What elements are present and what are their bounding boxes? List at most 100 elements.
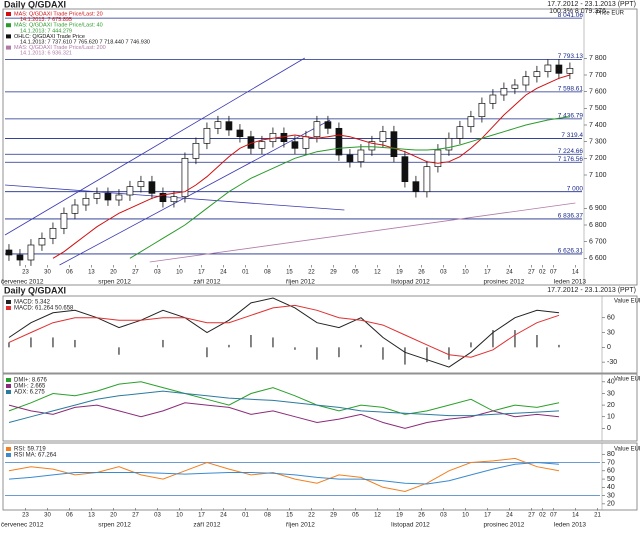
axis-label: Value EUR bbox=[614, 299, 640, 305]
level-label: 7 598.61 bbox=[558, 86, 584, 93]
y-tick-label: 7 100 bbox=[589, 172, 607, 179]
candle-body bbox=[38, 237, 46, 246]
axis-label: Value EUR bbox=[614, 447, 640, 453]
x-tick-label: 26 bbox=[418, 270, 425, 276]
x-tick-label: 24 bbox=[506, 270, 513, 276]
month-label: srpen 2012 bbox=[98, 279, 131, 286]
y-tick-label: 7 600 bbox=[589, 89, 607, 96]
x-tick-label: 27 bbox=[528, 270, 535, 276]
candle-body bbox=[93, 192, 101, 199]
x-tick-label: 22 bbox=[308, 513, 315, 519]
x-tick-label: 02 bbox=[539, 270, 546, 276]
x-tick-label: 10 bbox=[176, 513, 183, 519]
histogram-bar bbox=[52, 337, 54, 348]
y-tick-label: 70 bbox=[607, 459, 615, 466]
y-tick-label: 0 bbox=[607, 425, 611, 432]
x-tick-label: 30 bbox=[44, 513, 51, 519]
x-tick-label: 24 bbox=[220, 513, 227, 519]
series-line bbox=[8, 297, 560, 368]
y-tick-label: 30 bbox=[607, 492, 615, 499]
month-label: prosinec 2012 bbox=[484, 522, 525, 529]
month-label: září 2012 bbox=[193, 279, 220, 286]
candle-body bbox=[423, 166, 431, 193]
candle-body bbox=[16, 254, 24, 261]
histogram-bar bbox=[558, 344, 560, 348]
x-tick-label: 20 bbox=[110, 270, 117, 276]
candle-body bbox=[181, 157, 189, 198]
month-label: leden 2013 bbox=[554, 522, 587, 529]
histogram-bar bbox=[272, 337, 274, 348]
x-tick-label: 03 bbox=[440, 270, 447, 276]
x-tick-label: 15 bbox=[286, 513, 293, 519]
legend-entry: DMI+: 8.676 bbox=[14, 378, 48, 384]
y-tick-label: 0 bbox=[607, 344, 611, 351]
level-label: 7 319.4 bbox=[561, 132, 583, 139]
histogram-bar bbox=[206, 347, 208, 358]
series-line bbox=[52, 74, 571, 259]
y-tick-label: 6 800 bbox=[589, 222, 607, 229]
y-tick-label: 20 bbox=[607, 402, 615, 409]
series-line bbox=[8, 381, 560, 415]
candle-body bbox=[258, 141, 266, 149]
x-tick-label: 19 bbox=[396, 513, 403, 519]
candle-body bbox=[148, 181, 156, 194]
panel-frame bbox=[2, 373, 638, 442]
candle-body bbox=[434, 149, 442, 168]
histogram-bar bbox=[118, 347, 120, 355]
legend-entry: 14.1.2013: 7 737.610 7 765.620 7 718.440… bbox=[20, 39, 150, 45]
month-label: leden 2013 bbox=[554, 279, 587, 286]
x-tick-label: 27 bbox=[132, 513, 139, 519]
x-tick-label: 27 bbox=[528, 513, 535, 519]
month-label: září 2012 bbox=[193, 522, 220, 529]
candle-body bbox=[104, 192, 112, 201]
panel-frame bbox=[2, 295, 638, 374]
candle-body bbox=[467, 116, 475, 128]
x-tick-label: 08 bbox=[264, 270, 271, 276]
y-tick-label: 60 bbox=[607, 315, 615, 322]
legend-entry: MAS: Q/GDAXI Trade Price/Last: 40 bbox=[14, 23, 103, 29]
month-label: červenec 2012 bbox=[1, 522, 44, 529]
x-tick-label: 10 bbox=[462, 270, 469, 276]
y-tick-label: -30 bbox=[607, 359, 617, 366]
x-tick-label: 05 bbox=[352, 513, 359, 519]
panel-frame bbox=[2, 442, 638, 511]
level-label: 7 224.66 bbox=[558, 148, 584, 155]
x-tick-label: 14 bbox=[572, 270, 579, 276]
y-tick-label: 7 300 bbox=[589, 139, 607, 146]
legend-entry: MACD: 5.342 bbox=[14, 300, 51, 306]
candle-body bbox=[27, 244, 35, 261]
series-line bbox=[8, 402, 560, 429]
candle-body bbox=[478, 102, 486, 118]
histogram-bar bbox=[448, 347, 450, 360]
candle-body bbox=[203, 127, 211, 144]
legend-swatch bbox=[6, 378, 11, 382]
legend-entry: 14.1.2013: 6 936.321 bbox=[20, 51, 72, 57]
candle-body bbox=[291, 141, 299, 149]
trend-line bbox=[59, 119, 331, 266]
x-tick-label: 05 bbox=[352, 270, 359, 276]
candle-body bbox=[390, 131, 398, 158]
x-tick-label: 08 bbox=[264, 513, 271, 519]
histogram-bar bbox=[316, 347, 318, 360]
month-label: říjen 2012 bbox=[286, 279, 315, 286]
x-tick-label: 19 bbox=[396, 270, 403, 276]
x-tick-label: 02 bbox=[539, 513, 546, 519]
candle-body bbox=[401, 156, 409, 183]
y-tick-label: 30 bbox=[607, 390, 615, 397]
legend-entry: MAS: Q/GDAXI Trade Price/Last: 200 bbox=[14, 45, 106, 51]
x-tick-label: 23 bbox=[22, 270, 29, 276]
axis-label: Value EUR bbox=[614, 377, 640, 383]
candle-body bbox=[302, 136, 310, 149]
x-tick-label: 12 bbox=[374, 270, 381, 276]
x-tick-label: 17 bbox=[484, 513, 491, 519]
histogram-bar bbox=[228, 344, 230, 348]
candle-body bbox=[357, 149, 365, 163]
y-tick-label: 40 bbox=[607, 379, 615, 386]
candle-body bbox=[368, 141, 376, 151]
x-tick-label: 14 bbox=[572, 513, 579, 519]
histogram-bar bbox=[294, 347, 296, 350]
level-label: 8 041.06 bbox=[558, 12, 584, 19]
month-label: listopad 2012 bbox=[391, 279, 430, 286]
month-label: říjen 2012 bbox=[286, 522, 315, 529]
legend-entry: 14.1.2013: 7 675.895 bbox=[20, 17, 72, 23]
